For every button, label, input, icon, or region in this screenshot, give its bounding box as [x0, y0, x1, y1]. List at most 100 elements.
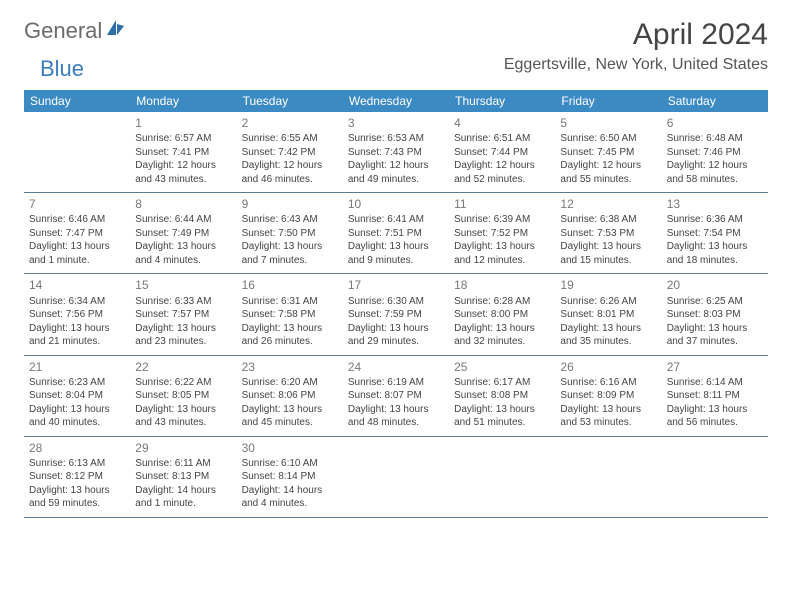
sunset-text: Sunset: 7:46 PM	[667, 146, 763, 160]
daylight-text: Daylight: 13 hours and 45 minutes.	[242, 403, 338, 430]
sunrise-text: Sunrise: 6:41 AM	[348, 213, 444, 227]
brand-logo: General	[24, 18, 128, 44]
calendar-cell: 11Sunrise: 6:39 AMSunset: 7:52 PMDayligh…	[449, 193, 555, 274]
calendar-cell: 10Sunrise: 6:41 AMSunset: 7:51 PMDayligh…	[343, 193, 449, 274]
day-number: 16	[242, 277, 338, 293]
daylight-text: Daylight: 12 hours and 55 minutes.	[560, 159, 656, 186]
daylight-text: Daylight: 14 hours and 1 minute.	[135, 484, 231, 511]
calendar-page: General April 2024 Eggertsville, New Yor…	[0, 0, 792, 536]
sunset-text: Sunset: 8:07 PM	[348, 389, 444, 403]
col-tue: Tuesday	[237, 90, 343, 112]
calendar-week: 14Sunrise: 6:34 AMSunset: 7:56 PMDayligh…	[24, 274, 768, 355]
day-number: 18	[454, 277, 550, 293]
calendar-cell: 14Sunrise: 6:34 AMSunset: 7:56 PMDayligh…	[24, 274, 130, 355]
day-number: 2	[242, 115, 338, 131]
day-number: 29	[135, 440, 231, 456]
day-number: 15	[135, 277, 231, 293]
day-number: 28	[29, 440, 125, 456]
daylight-text: Daylight: 13 hours and 15 minutes.	[560, 240, 656, 267]
calendar-cell: 26Sunrise: 6:16 AMSunset: 8:09 PMDayligh…	[555, 355, 661, 436]
day-number: 5	[560, 115, 656, 131]
day-number: 10	[348, 196, 444, 212]
sunset-text: Sunset: 8:11 PM	[667, 389, 763, 403]
day-number: 27	[667, 359, 763, 375]
daylight-text: Daylight: 13 hours and 21 minutes.	[29, 322, 125, 349]
daylight-text: Daylight: 13 hours and 26 minutes.	[242, 322, 338, 349]
sunset-text: Sunset: 7:52 PM	[454, 227, 550, 241]
daylight-text: Daylight: 13 hours and 51 minutes.	[454, 403, 550, 430]
sunrise-text: Sunrise: 6:55 AM	[242, 132, 338, 146]
sunset-text: Sunset: 7:47 PM	[29, 227, 125, 241]
daylight-text: Daylight: 12 hours and 58 minutes.	[667, 159, 763, 186]
calendar-cell: 18Sunrise: 6:28 AMSunset: 8:00 PMDayligh…	[449, 274, 555, 355]
title-block: April 2024 Eggertsville, New York, Unite…	[504, 18, 768, 74]
calendar-cell: 20Sunrise: 6:25 AMSunset: 8:03 PMDayligh…	[662, 274, 768, 355]
sunrise-text: Sunrise: 6:26 AM	[560, 295, 656, 309]
daylight-text: Daylight: 12 hours and 49 minutes.	[348, 159, 444, 186]
calendar-cell: 29Sunrise: 6:11 AMSunset: 8:13 PMDayligh…	[130, 436, 236, 517]
calendar-cell	[449, 436, 555, 517]
calendar-week: 21Sunrise: 6:23 AMSunset: 8:04 PMDayligh…	[24, 355, 768, 436]
col-thu: Thursday	[449, 90, 555, 112]
sunset-text: Sunset: 7:50 PM	[242, 227, 338, 241]
day-number: 24	[348, 359, 444, 375]
col-sat: Saturday	[662, 90, 768, 112]
sail-icon	[102, 18, 128, 44]
sunset-text: Sunset: 7:45 PM	[560, 146, 656, 160]
calendar-cell: 8Sunrise: 6:44 AMSunset: 7:49 PMDaylight…	[130, 193, 236, 274]
month-title: April 2024	[504, 18, 768, 52]
sunrise-text: Sunrise: 6:33 AM	[135, 295, 231, 309]
sunset-text: Sunset: 7:59 PM	[348, 308, 444, 322]
calendar-week: 7Sunrise: 6:46 AMSunset: 7:47 PMDaylight…	[24, 193, 768, 274]
daylight-text: Daylight: 13 hours and 32 minutes.	[454, 322, 550, 349]
calendar-cell: 17Sunrise: 6:30 AMSunset: 7:59 PMDayligh…	[343, 274, 449, 355]
calendar-header-row: Sunday Monday Tuesday Wednesday Thursday…	[24, 90, 768, 112]
sunrise-text: Sunrise: 6:46 AM	[29, 213, 125, 227]
daylight-text: Daylight: 13 hours and 4 minutes.	[135, 240, 231, 267]
daylight-text: Daylight: 13 hours and 37 minutes.	[667, 322, 763, 349]
sunrise-text: Sunrise: 6:36 AM	[667, 213, 763, 227]
sunrise-text: Sunrise: 6:51 AM	[454, 132, 550, 146]
calendar-cell	[662, 436, 768, 517]
sunset-text: Sunset: 7:49 PM	[135, 227, 231, 241]
sunset-text: Sunset: 7:58 PM	[242, 308, 338, 322]
calendar-cell: 23Sunrise: 6:20 AMSunset: 8:06 PMDayligh…	[237, 355, 343, 436]
sunset-text: Sunset: 7:42 PM	[242, 146, 338, 160]
sunset-text: Sunset: 8:01 PM	[560, 308, 656, 322]
calendar-cell: 12Sunrise: 6:38 AMSunset: 7:53 PMDayligh…	[555, 193, 661, 274]
daylight-text: Daylight: 13 hours and 35 minutes.	[560, 322, 656, 349]
day-number: 3	[348, 115, 444, 131]
day-number: 1	[135, 115, 231, 131]
daylight-text: Daylight: 13 hours and 12 minutes.	[454, 240, 550, 267]
calendar-week: 1Sunrise: 6:57 AMSunset: 7:41 PMDaylight…	[24, 112, 768, 193]
daylight-text: Daylight: 12 hours and 52 minutes.	[454, 159, 550, 186]
day-number: 19	[560, 277, 656, 293]
daylight-text: Daylight: 13 hours and 7 minutes.	[242, 240, 338, 267]
calendar-cell: 13Sunrise: 6:36 AMSunset: 7:54 PMDayligh…	[662, 193, 768, 274]
sunrise-text: Sunrise: 6:25 AM	[667, 295, 763, 309]
sunrise-text: Sunrise: 6:23 AM	[29, 376, 125, 390]
daylight-text: Daylight: 13 hours and 43 minutes.	[135, 403, 231, 430]
day-number: 13	[667, 196, 763, 212]
calendar-table: Sunday Monday Tuesday Wednesday Thursday…	[24, 90, 768, 518]
sunrise-text: Sunrise: 6:16 AM	[560, 376, 656, 390]
day-number: 23	[242, 359, 338, 375]
day-number: 8	[135, 196, 231, 212]
daylight-text: Daylight: 13 hours and 1 minute.	[29, 240, 125, 267]
calendar-cell: 5Sunrise: 6:50 AMSunset: 7:45 PMDaylight…	[555, 112, 661, 193]
calendar-cell	[343, 436, 449, 517]
sunrise-text: Sunrise: 6:31 AM	[242, 295, 338, 309]
brand-part2: Blue	[40, 56, 84, 82]
sunrise-text: Sunrise: 6:10 AM	[242, 457, 338, 471]
daylight-text: Daylight: 13 hours and 29 minutes.	[348, 322, 444, 349]
sunrise-text: Sunrise: 6:13 AM	[29, 457, 125, 471]
calendar-cell: 15Sunrise: 6:33 AMSunset: 7:57 PMDayligh…	[130, 274, 236, 355]
day-number: 26	[560, 359, 656, 375]
sunrise-text: Sunrise: 6:14 AM	[667, 376, 763, 390]
sunrise-text: Sunrise: 6:57 AM	[135, 132, 231, 146]
sunrise-text: Sunrise: 6:34 AM	[29, 295, 125, 309]
daylight-text: Daylight: 14 hours and 4 minutes.	[242, 484, 338, 511]
calendar-cell: 2Sunrise: 6:55 AMSunset: 7:42 PMDaylight…	[237, 112, 343, 193]
daylight-text: Daylight: 13 hours and 18 minutes.	[667, 240, 763, 267]
brand-part1: General	[24, 18, 102, 44]
